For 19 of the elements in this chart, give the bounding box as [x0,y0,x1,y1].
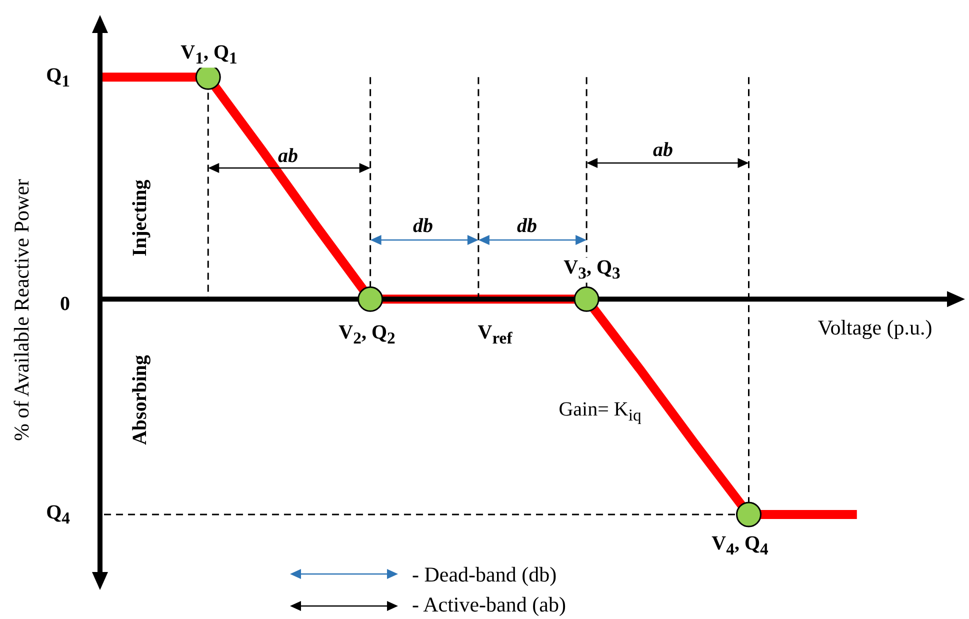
text: V$_{4}$, Q$_{4}$ [712,532,768,559]
annotation: ab [278,145,298,167]
annotation: Gain= K$_{iq}$ [558,398,642,425]
text: V$_{1}$, Q$_{1}$ [180,42,238,68]
text: - Active-band (ab) [412,592,566,616]
text: 0 [60,293,70,315]
text: Q$_{1}$ [46,64,70,91]
x-axis-title: Voltage (p.u.) [818,316,932,340]
annotation: V$_{ref}$ [478,322,512,348]
text: - Dead-band (db) [412,562,557,586]
annotation: ab [653,139,673,161]
annotation: db [413,215,433,237]
annotation: Injecting [129,180,151,256]
text: Q$_{4}$ [46,502,70,528]
annotation: db [517,215,537,237]
annotation: V$_{3}$, Q$_{3}$ [564,256,620,283]
annotation: V$_{2}$, Q$_{2}$ [338,322,396,348]
annotation: Absorbing [129,354,151,446]
y-axis-title: % of Available Reactive Power [10,178,34,442]
